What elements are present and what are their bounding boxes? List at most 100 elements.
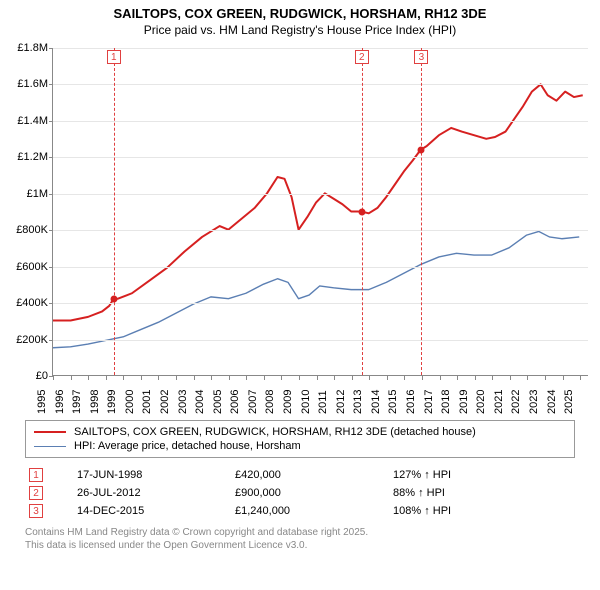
event-date: 17-JUN-1998 xyxy=(73,466,231,484)
x-tick-label: 2000 xyxy=(124,390,136,414)
y-tick-label: £800K xyxy=(8,224,48,236)
event-marker-box: 1 xyxy=(107,50,121,64)
gridline-horizontal xyxy=(53,121,588,122)
event-line xyxy=(421,48,422,375)
x-tick xyxy=(141,376,142,380)
chart-area: 123 £0£200K£400K£600K£800K£1M£1.2M£1.4M£… xyxy=(8,44,592,414)
x-tick-label: 2005 xyxy=(212,390,224,414)
x-tick-label: 2010 xyxy=(300,390,312,414)
x-tick xyxy=(246,376,247,380)
x-tick-label: 1998 xyxy=(89,390,101,414)
series-line-price_paid xyxy=(53,84,583,320)
gridline-horizontal xyxy=(53,84,588,85)
legend-item: HPI: Average price, detached house, Hors… xyxy=(34,439,566,453)
x-tick-label: 1999 xyxy=(106,390,118,414)
legend-item: SAILTOPS, COX GREEN, RUDGWICK, HORSHAM, … xyxy=(34,425,566,439)
x-tick xyxy=(440,376,441,380)
event-row: 314-DEC-2015£1,240,000108% ↑ HPI xyxy=(25,502,575,520)
x-tick xyxy=(457,376,458,380)
y-tick xyxy=(49,121,53,122)
x-tick xyxy=(422,376,423,380)
event-dot xyxy=(110,296,117,303)
x-tick xyxy=(53,376,54,380)
gridline-horizontal xyxy=(53,303,588,304)
x-tick-label: 2021 xyxy=(493,390,505,414)
y-tick-label: £1.6M xyxy=(8,78,48,90)
gridline-horizontal xyxy=(53,48,588,49)
x-tick-label: 2011 xyxy=(317,390,329,414)
y-tick-label: £1M xyxy=(8,188,48,200)
x-tick xyxy=(369,376,370,380)
x-tick-label: 2017 xyxy=(423,390,435,414)
event-dot xyxy=(418,147,425,154)
event-number-box: 1 xyxy=(29,468,43,482)
event-row: 226-JUL-2012£900,00088% ↑ HPI xyxy=(25,484,575,502)
x-tick-label: 2019 xyxy=(458,390,470,414)
event-price: £420,000 xyxy=(231,466,389,484)
x-tick-label: 1996 xyxy=(54,390,66,414)
x-tick xyxy=(299,376,300,380)
x-tick-label: 2015 xyxy=(387,390,399,414)
x-tick xyxy=(580,376,581,380)
x-tick-label: 2018 xyxy=(440,390,452,414)
event-dot xyxy=(358,209,365,216)
legend-swatch xyxy=(34,446,66,447)
event-marker-box: 2 xyxy=(355,50,369,64)
legend-label: SAILTOPS, COX GREEN, RUDGWICK, HORSHAM, … xyxy=(74,426,476,438)
x-tick-label: 2013 xyxy=(352,390,364,414)
x-tick xyxy=(158,376,159,380)
event-row: 1 17-JUN-1998£420,000127% ↑ HPI xyxy=(25,466,575,484)
x-tick-label: 2009 xyxy=(282,390,294,414)
x-tick-label: 2024 xyxy=(546,390,558,414)
gridline-horizontal xyxy=(53,157,588,158)
series-line-hpi xyxy=(53,231,579,347)
y-tick xyxy=(49,340,53,341)
event-date: 14-DEC-2015 xyxy=(73,502,231,520)
y-tick-label: £1.2M xyxy=(8,151,48,163)
chart-container: SAILTOPS, COX GREEN, RUDGWICK, HORSHAM, … xyxy=(0,0,600,590)
x-tick xyxy=(563,376,564,380)
footer: Contains HM Land Registry data © Crown c… xyxy=(25,526,575,552)
y-tick xyxy=(49,48,53,49)
x-tick xyxy=(492,376,493,380)
x-tick-label: 2002 xyxy=(159,390,171,414)
x-tick xyxy=(194,376,195,380)
line-series-svg xyxy=(53,48,588,375)
x-tick xyxy=(510,376,511,380)
events-table: 1 17-JUN-1998£420,000127% ↑ HPI 2 26-JUL-20… xyxy=(25,466,575,520)
x-tick-label: 2016 xyxy=(405,390,417,414)
x-tick-label: 2007 xyxy=(247,390,259,414)
x-tick xyxy=(211,376,212,380)
footer-line1: Contains HM Land Registry data © Crown c… xyxy=(25,526,575,539)
event-marker-box: 3 xyxy=(414,50,428,64)
x-tick-label: 2012 xyxy=(335,390,347,414)
y-tick-label: £1.4M xyxy=(8,115,48,127)
gridline-horizontal xyxy=(53,340,588,341)
x-tick xyxy=(123,376,124,380)
x-tick-label: 2004 xyxy=(194,390,206,414)
event-date: 26-JUL-2012 xyxy=(73,484,231,502)
gridline-horizontal xyxy=(53,230,588,231)
x-tick-label: 2020 xyxy=(475,390,487,414)
x-tick-label: 2022 xyxy=(510,390,522,414)
y-tick xyxy=(49,230,53,231)
chart-title-line1: SAILTOPS, COX GREEN, RUDGWICK, HORSHAM, … xyxy=(0,0,600,22)
x-tick-label: 2025 xyxy=(563,390,575,414)
event-pct: 127% ↑ HPI xyxy=(389,466,575,484)
y-tick xyxy=(49,267,53,268)
footer-line2: This data is licensed under the Open Gov… xyxy=(25,539,575,552)
x-tick xyxy=(71,376,72,380)
y-tick xyxy=(49,194,53,195)
x-tick-label: 2006 xyxy=(229,390,241,414)
plot-area: 1 2 3 xyxy=(52,48,588,376)
x-tick-label: 2003 xyxy=(177,390,189,414)
y-tick xyxy=(49,84,53,85)
y-tick-label: £400K xyxy=(8,297,48,309)
x-tick-label: 1997 xyxy=(71,390,83,414)
x-tick xyxy=(387,376,388,380)
x-tick xyxy=(404,376,405,380)
event-line xyxy=(114,48,115,375)
event-number-box: 2 xyxy=(29,486,43,500)
x-tick-label: 1995 xyxy=(36,390,48,414)
y-tick xyxy=(49,303,53,304)
